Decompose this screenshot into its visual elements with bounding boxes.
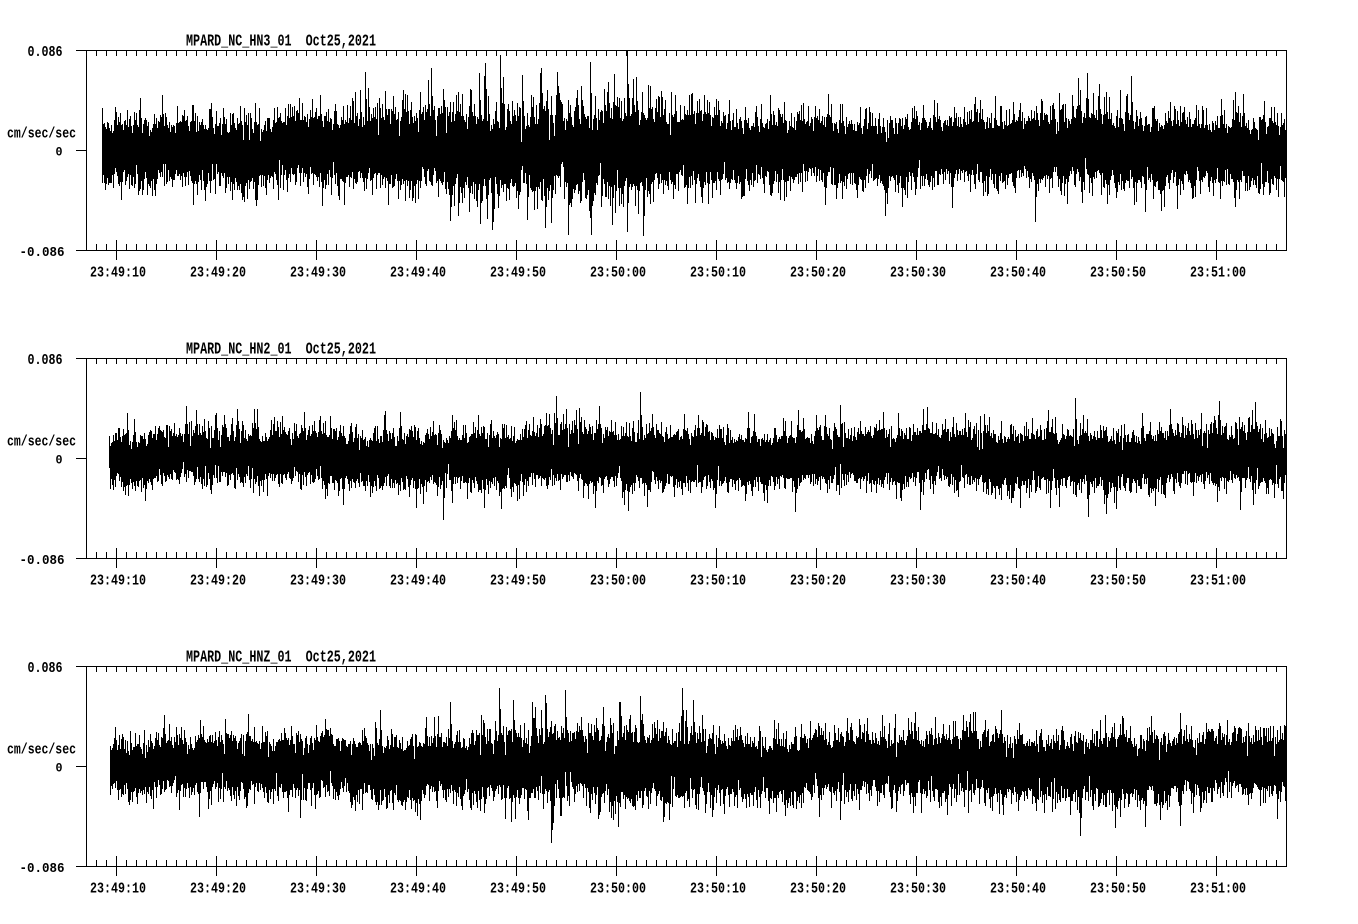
svg-text:23:50:20: 23:50:20	[790, 882, 846, 898]
svg-text:23:49:40: 23:49:40	[390, 882, 446, 898]
svg-text:MPARD_NC_HNZ_01 Oct25,2021: MPARD_NC_HNZ_01 Oct25,2021	[186, 649, 376, 667]
svg-text:23:50:50: 23:50:50	[1090, 574, 1146, 590]
svg-text:cm/sec/sec: cm/sec/sec	[7, 126, 76, 143]
svg-text:23:50:30: 23:50:30	[890, 574, 946, 590]
svg-text:23:49:10: 23:49:10	[90, 574, 146, 590]
svg-text:-0.086: -0.086	[19, 553, 64, 568]
svg-text:23:49:10: 23:49:10	[90, 266, 146, 282]
svg-text:23:50:50: 23:50:50	[1090, 882, 1146, 898]
svg-text:23:49:30: 23:49:30	[290, 882, 346, 898]
svg-text:23:51:00: 23:51:00	[1190, 266, 1246, 282]
svg-text:-0.086: -0.086	[19, 245, 64, 260]
svg-text:MPARD_NC_HN2_01 Oct25,2021: MPARD_NC_HN2_01 Oct25,2021	[186, 341, 376, 359]
svg-text:23:50:30: 23:50:30	[890, 882, 946, 898]
svg-text:0: 0	[56, 145, 63, 160]
svg-text:cm/sec/sec: cm/sec/sec	[7, 434, 76, 451]
svg-text:23:50:10: 23:50:10	[690, 266, 746, 282]
svg-text:23:51:00: 23:51:00	[1190, 574, 1246, 590]
svg-text:23:50:40: 23:50:40	[990, 266, 1046, 282]
svg-text:23:50:10: 23:50:10	[690, 574, 746, 590]
svg-text:0.086: 0.086	[28, 662, 63, 678]
svg-text:23:50:30: 23:50:30	[890, 266, 946, 282]
svg-text:23:49:20: 23:49:20	[190, 882, 246, 898]
svg-text:23:49:20: 23:49:20	[190, 574, 246, 590]
svg-text:23:50:20: 23:50:20	[790, 266, 846, 282]
svg-text:23:50:40: 23:50:40	[990, 882, 1046, 898]
svg-text:23:49:20: 23:49:20	[190, 266, 246, 282]
svg-text:MPARD_NC_HN3_01 Oct25,2021: MPARD_NC_HN3_01 Oct25,2021	[186, 33, 376, 51]
svg-text:23:51:00: 23:51:00	[1190, 882, 1246, 898]
svg-text:23:50:00: 23:50:00	[590, 266, 646, 282]
svg-text:23:49:50: 23:49:50	[490, 574, 546, 590]
svg-text:23:49:40: 23:49:40	[390, 574, 446, 590]
svg-text:0: 0	[56, 453, 63, 468]
svg-text:23:50:20: 23:50:20	[790, 574, 846, 590]
svg-text:23:50:50: 23:50:50	[1090, 266, 1146, 282]
svg-text:0.086: 0.086	[28, 46, 63, 62]
svg-text:23:49:40: 23:49:40	[390, 266, 446, 282]
svg-text:cm/sec/sec: cm/sec/sec	[7, 742, 76, 759]
svg-text:23:50:10: 23:50:10	[690, 882, 746, 898]
svg-text:23:49:50: 23:49:50	[490, 882, 546, 898]
svg-text:23:49:10: 23:49:10	[90, 882, 146, 898]
svg-text:-0.086: -0.086	[19, 861, 64, 876]
svg-text:23:50:40: 23:50:40	[990, 574, 1046, 590]
svg-text:23:49:30: 23:49:30	[290, 266, 346, 282]
svg-text:23:50:00: 23:50:00	[590, 882, 646, 898]
svg-text:23:49:30: 23:49:30	[290, 574, 346, 590]
svg-text:23:50:00: 23:50:00	[590, 574, 646, 590]
svg-text:0.086: 0.086	[28, 354, 63, 370]
svg-text:0: 0	[56, 761, 63, 776]
svg-text:23:49:50: 23:49:50	[490, 266, 546, 282]
